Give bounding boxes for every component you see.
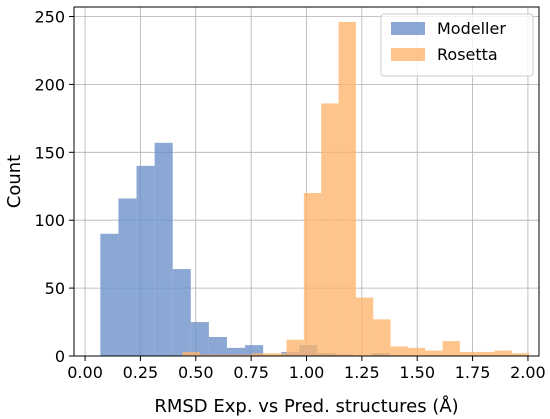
bar-rosetta [338, 21, 356, 356]
legend: Modeller Rosetta [380, 13, 534, 77]
x-tick-label: 1.50 [399, 363, 435, 382]
bar-rosetta [477, 351, 495, 356]
bar-rosetta [182, 351, 200, 356]
x-tick-label: 2.00 [510, 363, 546, 382]
bar-rosetta [390, 346, 408, 356]
x-tick-label: 1.00 [289, 363, 325, 382]
y-tick-label: 50 [45, 279, 65, 298]
legend-swatch-rosetta [391, 48, 425, 61]
bar-modeller [245, 345, 264, 356]
bar-modeller [136, 165, 155, 356]
bar-rosetta [511, 353, 530, 356]
bar-rosetta [217, 354, 235, 356]
bar-modeller [118, 198, 137, 356]
legend-label-rosetta: Rosetta [437, 45, 498, 64]
x-tick-label: 0.25 [123, 363, 159, 382]
bar-rosetta [269, 353, 287, 356]
x-tick-label: 0.50 [178, 363, 214, 382]
bar-rosetta [234, 354, 252, 356]
bar-rosetta [199, 354, 218, 356]
x-tick-label: 0.75 [233, 363, 269, 382]
bar-rosetta [303, 193, 322, 356]
bar-modeller [190, 322, 209, 356]
x-tick-label: 1.25 [344, 363, 380, 382]
bar-modeller [100, 233, 119, 356]
y-tick-label: 200 [34, 75, 65, 94]
bar-rosetta [251, 353, 270, 356]
bar-rosetta [407, 347, 426, 356]
bar-rosetta [459, 351, 478, 356]
bar-rosetta [355, 297, 374, 356]
y-tick-label: 250 [34, 8, 65, 27]
bar-rosetta [373, 319, 391, 356]
bar-rosetta [321, 103, 339, 356]
x-tick-label: 1.75 [455, 363, 491, 382]
bar-rosetta [494, 350, 512, 356]
y-tick-label: 0 [55, 347, 65, 366]
bar-modeller [208, 336, 227, 356]
bar-modeller [154, 142, 173, 356]
bar-rosetta [442, 341, 460, 356]
y-axis-label: Count [4, 155, 25, 208]
bar-modeller [226, 347, 246, 356]
y-tick-label: 150 [34, 143, 65, 162]
bar-rosetta [425, 350, 443, 356]
ticks: 0.00 0.25 0.50 0.75 1.00 1.25 1.50 1.75 2.00 0 50 1… [34, 8, 545, 382]
bar-modeller [172, 269, 191, 356]
x-tick-label: 0.00 [67, 363, 103, 382]
x-axis-label: RMSD Exp. vs Pred. structures (Å) [154, 395, 458, 417]
bars [100, 21, 530, 356]
y-tick-label: 100 [34, 211, 65, 230]
legend-swatch-modeller [391, 22, 425, 35]
bar-rosetta [286, 339, 304, 356]
legend-label-modeller: Modeller [437, 19, 506, 38]
